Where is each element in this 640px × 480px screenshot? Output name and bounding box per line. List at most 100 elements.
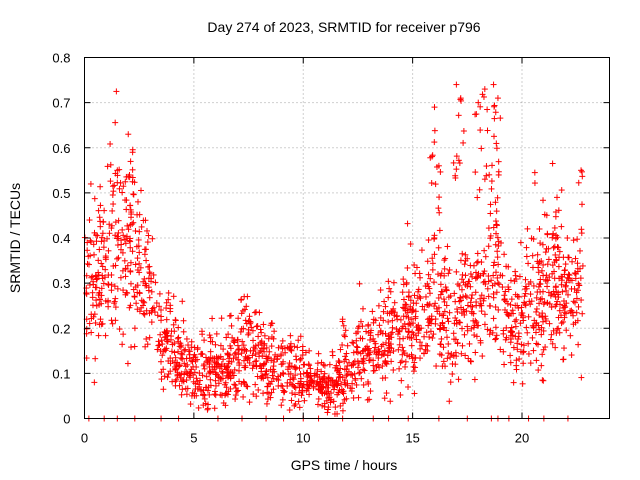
data-point [380,317,387,324]
data-point [563,279,570,286]
data-point [199,328,206,335]
data-point [387,349,394,356]
data-point [206,391,213,398]
data-point [157,358,164,365]
data-point [426,285,433,292]
data-point [234,342,241,349]
data-point [151,309,158,316]
data-point [295,398,302,405]
data-point [129,248,136,255]
data-point [400,304,407,311]
data-point [367,388,374,395]
axis-ticks [84,57,610,419]
data-point [487,210,494,217]
data-point [441,257,448,264]
data-point [235,351,242,358]
data-point [157,348,164,355]
y-tick-label: 0.4 [52,231,70,246]
data-point [237,328,244,335]
data-point [492,336,499,343]
data-point [477,339,484,346]
data-point [417,355,424,362]
data-point [219,370,226,377]
data-point [458,350,465,357]
data-point [484,106,491,113]
data-point [445,340,452,347]
x-tick-label: 10 [296,431,310,446]
data-point [429,260,436,267]
data-point [171,349,178,356]
data-point [122,197,129,204]
data-point [307,379,314,386]
data-point [305,361,312,368]
data-point [394,316,401,323]
data-point [188,338,195,345]
data-point [575,341,582,348]
data-point [535,367,542,374]
data-point [549,270,556,277]
data-point [571,285,578,292]
data-point [429,334,436,341]
data-point [421,306,428,313]
data-point [563,310,570,317]
data-point [492,324,499,331]
data-point [555,289,562,296]
data-point [522,276,529,283]
data-point [449,371,456,378]
data-point [414,295,421,302]
data-point [145,287,152,294]
data-point [438,352,445,359]
data-point [287,343,294,350]
data-point [356,280,363,287]
data-point [489,162,496,169]
data-point [452,349,459,356]
data-point [402,325,409,332]
data-point [563,287,570,294]
data-point [470,262,477,269]
data-point [209,338,216,345]
data-point [341,377,348,384]
data-point [206,332,213,339]
data-point [230,338,237,345]
data-point [134,306,141,313]
data-point [458,276,465,283]
data-point [436,227,443,234]
data-point [138,223,145,230]
data-point [574,317,581,324]
data-point [477,127,484,134]
data-point [246,359,253,366]
data-point [561,345,568,352]
data-point [445,270,452,277]
data-point [481,176,488,183]
data-point [129,221,136,228]
data-point [201,337,208,344]
data-point [120,331,127,338]
data-point [519,380,526,387]
data-point [370,357,377,364]
data-point [270,363,277,370]
data-point [477,103,484,110]
data-point [575,303,582,310]
data-point [405,384,412,391]
data-point [399,289,406,296]
data-point [145,264,152,271]
data-point [229,370,236,377]
data-point [177,374,184,381]
data-point [315,395,322,402]
data-point [556,307,563,314]
data-point [225,351,232,358]
data-point [286,407,293,414]
data-point [94,232,101,239]
data-point [234,336,241,343]
data-point [492,241,499,248]
data-point [253,357,260,364]
data-point [258,365,265,372]
data-point [511,318,518,325]
data-point [133,300,140,307]
data-point [358,375,365,382]
data-point [423,329,430,336]
data-point [492,218,499,225]
data-point [315,386,322,393]
y-tick-label: 0.8 [52,51,70,66]
data-point [525,260,532,267]
